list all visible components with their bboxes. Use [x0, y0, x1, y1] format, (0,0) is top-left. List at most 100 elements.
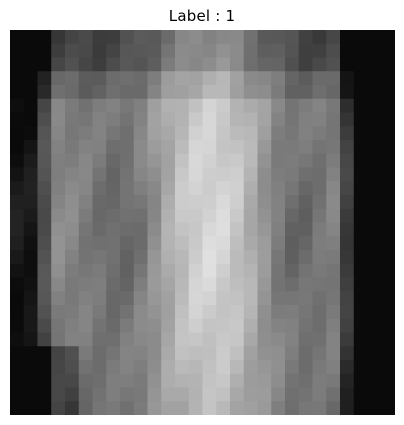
xray-pixel	[24, 305, 38, 319]
xray-pixel	[134, 360, 148, 374]
xray-pixel	[381, 58, 395, 72]
xray-pixel	[134, 346, 148, 360]
xray-pixel	[299, 346, 313, 360]
xray-pixel	[381, 195, 395, 209]
xray-pixel	[313, 58, 327, 72]
xray-pixel	[93, 195, 107, 209]
xray-pixel	[51, 113, 65, 127]
xray-pixel	[51, 168, 65, 182]
xray-pixel	[93, 291, 107, 305]
xray-pixel	[285, 333, 299, 347]
xray-pixel	[216, 154, 230, 168]
xray-pixel	[340, 71, 354, 85]
xray-pixel	[24, 99, 38, 113]
xray-pixel	[120, 388, 134, 402]
xray-pixel	[175, 236, 189, 250]
xray-pixel	[79, 30, 93, 44]
xray-pixel	[258, 264, 272, 278]
xray-pixel	[148, 30, 162, 44]
xray-pixel	[134, 305, 148, 319]
xray-pixel	[65, 374, 79, 388]
xray-pixel	[161, 401, 175, 415]
xray-pixel	[285, 209, 299, 223]
xray-pixel	[10, 140, 24, 154]
xray-pixel	[313, 291, 327, 305]
xray-pixel	[381, 113, 395, 127]
xray-pixel	[24, 195, 38, 209]
xray-pixel	[230, 250, 244, 264]
xray-pixel	[79, 113, 93, 127]
xray-pixel	[368, 154, 382, 168]
xray-pixel	[175, 333, 189, 347]
xray-pixel	[148, 99, 162, 113]
xray-pixel	[368, 126, 382, 140]
xray-pixel	[326, 250, 340, 264]
xray-pixel	[368, 30, 382, 44]
xray-pixel	[120, 333, 134, 347]
xray-pixel	[203, 388, 217, 402]
xray-pixel	[120, 58, 134, 72]
xray-pixel	[244, 209, 258, 223]
xray-pixel	[340, 85, 354, 99]
xray-pixel	[93, 99, 107, 113]
xray-pixel	[134, 374, 148, 388]
xray-pixel	[285, 401, 299, 415]
xray-pixel	[24, 154, 38, 168]
xray-pixel	[313, 319, 327, 333]
xray-pixel	[93, 360, 107, 374]
xray-pixel	[24, 71, 38, 85]
xray-pixel	[244, 305, 258, 319]
xray-pixel	[203, 278, 217, 292]
xray-pixel	[313, 71, 327, 85]
xray-pixel	[368, 181, 382, 195]
xray-pixel	[38, 291, 52, 305]
xray-pixel	[93, 30, 107, 44]
xray-pixel	[106, 278, 120, 292]
xray-pixel	[161, 223, 175, 237]
xray-pixel	[51, 374, 65, 388]
xray-pixel	[271, 154, 285, 168]
xray-pixel	[285, 374, 299, 388]
xray-pixel	[340, 401, 354, 415]
xray-pixel	[161, 319, 175, 333]
xray-pixel	[24, 58, 38, 72]
xray-pixel	[203, 58, 217, 72]
xray-pixel	[148, 85, 162, 99]
xray-pixel	[120, 44, 134, 58]
xray-pixel	[271, 30, 285, 44]
xray-pixel	[175, 99, 189, 113]
xray-pixel	[10, 250, 24, 264]
xray-pixel	[65, 333, 79, 347]
xray-pixel	[203, 236, 217, 250]
xray-pixel	[79, 264, 93, 278]
xray-pixel	[244, 360, 258, 374]
xray-pixel	[10, 278, 24, 292]
xray-pixel	[175, 126, 189, 140]
xray-pixel	[258, 44, 272, 58]
xray-pixel	[244, 264, 258, 278]
xray-pixel	[106, 168, 120, 182]
xray-pixel	[38, 85, 52, 99]
xray-pixel	[216, 236, 230, 250]
xray-pixel	[161, 236, 175, 250]
xray-pixel	[134, 113, 148, 127]
xray-pixel	[271, 85, 285, 99]
xray-pixel	[340, 113, 354, 127]
xray-pixel	[354, 374, 368, 388]
xray-pixel	[65, 401, 79, 415]
xray-pixel	[299, 333, 313, 347]
xray-pixel	[24, 168, 38, 182]
xray-pixel	[326, 126, 340, 140]
xray-pixel	[65, 250, 79, 264]
xray-pixel	[161, 113, 175, 127]
xray-pixel	[326, 44, 340, 58]
xray-pixel	[326, 388, 340, 402]
xray-pixel	[230, 333, 244, 347]
xray-pixel	[244, 195, 258, 209]
xray-pixel	[340, 99, 354, 113]
xray-pixel	[148, 154, 162, 168]
xray-pixel	[175, 346, 189, 360]
xray-pixel	[203, 374, 217, 388]
xray-pixel	[134, 291, 148, 305]
xray-pixel	[368, 388, 382, 402]
